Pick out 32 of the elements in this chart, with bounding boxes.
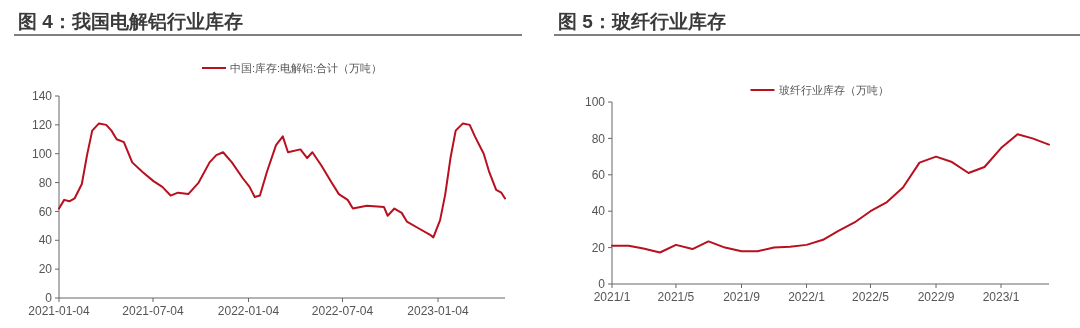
line-series — [611, 133, 1050, 254]
x-tick-label: 2021/5 — [657, 290, 695, 304]
chart-title: 图 4：我国电解铝行业库存 — [18, 11, 243, 32]
line-series — [58, 122, 506, 239]
x-tick-label: 2022-01-04 — [217, 304, 280, 318]
y-tick-label: 0 — [598, 277, 606, 292]
y-tick-label: 20 — [38, 262, 53, 277]
y-tick-label: 100 — [584, 95, 606, 110]
legend-label: 中国:库存:电解铝:合计（万吨） — [230, 61, 383, 74]
y-tick-label: 60 — [38, 204, 53, 219]
x-tick-label: 2021-07-04 — [122, 304, 184, 318]
chart-title: 图 5：玻纤行业库存 — [558, 11, 726, 32]
x-tick-label: 2021/1 — [593, 290, 631, 304]
x-tick-label: 2022/5 — [852, 290, 890, 304]
y-tick-label: 80 — [38, 175, 53, 190]
x-tick-label: 2021-01-04 — [28, 304, 91, 318]
y-tick-label: 140 — [31, 89, 53, 104]
x-tick-label: 2022-07-04 — [311, 304, 374, 318]
y-tick-label: 40 — [591, 204, 606, 219]
y-tick-label: 100 — [31, 146, 53, 161]
x-tick-label: 2023-01-04 — [407, 304, 470, 318]
y-tick-label: 120 — [31, 118, 53, 133]
y-tick-label: 80 — [591, 131, 606, 146]
y-tick-label: 20 — [591, 240, 606, 255]
y-tick-label: 40 — [38, 233, 53, 248]
y-tick-label: 0 — [45, 291, 53, 306]
x-tick-label: 2021/9 — [723, 290, 761, 304]
x-tick-label: 2022/9 — [917, 290, 955, 304]
x-tick-label: 2022/1 — [788, 290, 826, 304]
x-tick-label: 2023/1 — [982, 290, 1020, 304]
y-tick-label: 60 — [591, 168, 606, 182]
legend-label: 玻纤行业库存（万吨） — [778, 83, 889, 96]
